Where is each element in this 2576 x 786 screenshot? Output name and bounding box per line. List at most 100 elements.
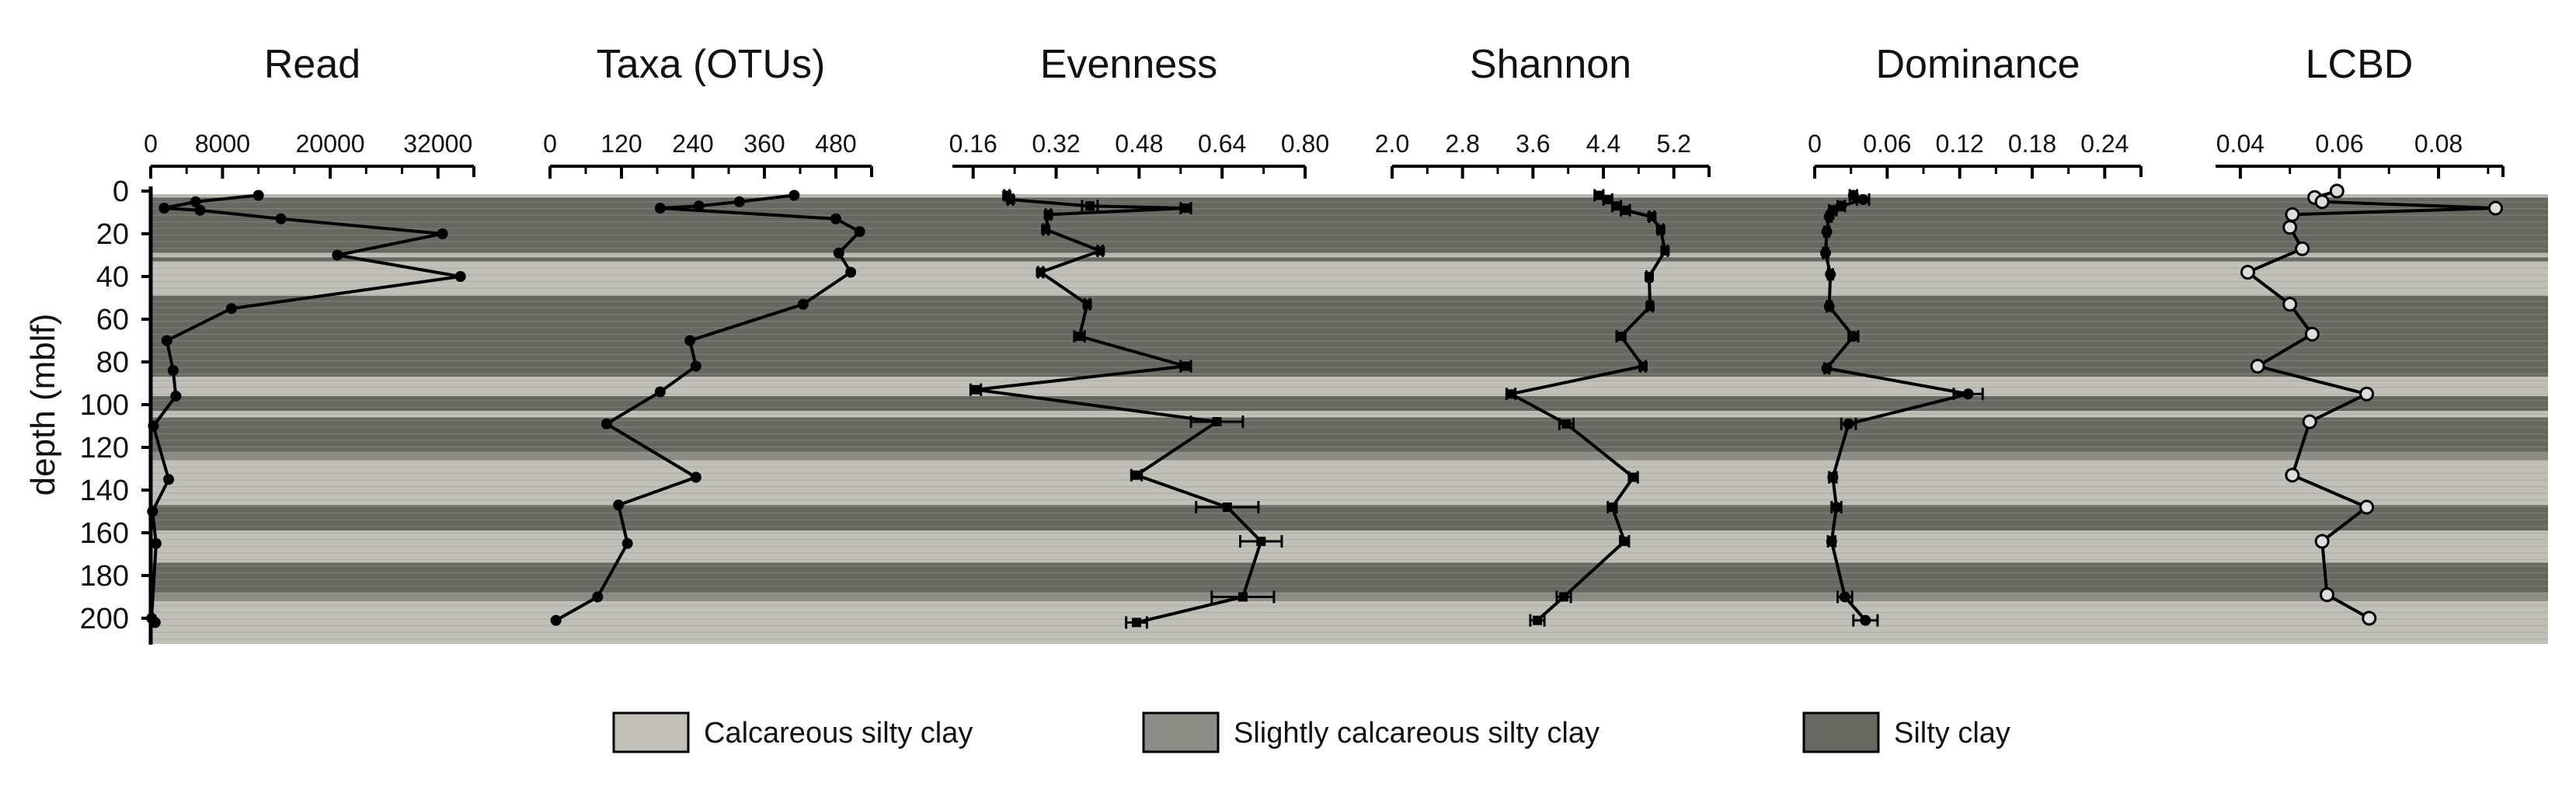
- lithology-legend: Calcareous silty clay Slightly calcareous…: [612, 711, 2010, 753]
- panel-taxa-otus: Taxa (OTUs) 0 120 240 360 480: [543, 42, 873, 626]
- data-point: [690, 471, 701, 483]
- lithology-band-4: [151, 261, 2548, 296]
- lithology-band-0: [151, 194, 2548, 198]
- data-point: [2304, 326, 2320, 342]
- panel-read: Read 0 8000 20000 32000: [144, 42, 475, 628]
- data-point: [550, 614, 562, 626]
- x-tick-label: 4.4: [1586, 130, 1620, 158]
- lithology-band-3: [151, 257, 2548, 262]
- data-point: [1660, 246, 1670, 256]
- data-point: [733, 196, 745, 207]
- data-point: [797, 298, 809, 310]
- data-point: [1561, 419, 1572, 429]
- metric-panels: Read 0 8000 20000 32000 Taxa (OTUs) 0 120 240 360…: [144, 42, 2505, 629]
- data-point: [788, 190, 800, 201]
- data-point: [2285, 468, 2300, 483]
- data-point: [2362, 610, 2377, 626]
- data-point: [167, 365, 179, 376]
- data-point: [252, 190, 264, 201]
- x-tick-label: 480: [815, 130, 856, 158]
- lithology-band-9: [151, 417, 2548, 452]
- data-point: [600, 418, 612, 430]
- lithology-band-8: [151, 411, 2548, 418]
- data-point: [2282, 297, 2298, 312]
- data-point: [1823, 211, 1835, 222]
- x-tick-label: 3.6: [1516, 130, 1550, 158]
- data-point: [654, 386, 666, 398]
- data-point: [2282, 220, 2298, 235]
- data-point: [1612, 201, 1621, 211]
- lithology-band-5: [151, 295, 2548, 377]
- data-point: [170, 391, 182, 402]
- x-tick-label: 0.48: [1115, 130, 1163, 158]
- x-tick-label: 0.18: [2008, 130, 2056, 158]
- x-tick-label: 32000: [403, 130, 472, 158]
- data-point: [1005, 195, 1015, 204]
- legend-label-silty-clay: Silty clay: [1894, 717, 2010, 749]
- data-point: [1095, 246, 1105, 256]
- data-point: [149, 617, 161, 628]
- x-tick-label: 360: [743, 130, 785, 158]
- panel-evenness: Evenness 0.16 0.32 0.48 0.64 0.80: [949, 42, 1329, 629]
- data-point: [163, 474, 175, 485]
- legend-swatch-calcareous-silty-clay: [612, 711, 690, 753]
- x-tick-label: 5.2: [1656, 130, 1690, 158]
- data-point: [1607, 503, 1617, 512]
- depth-axis: 0 20 40 60 80 100 120 140 160 180 200 depth (mblf): [24, 176, 153, 645]
- data-point: [1506, 389, 1516, 399]
- x-tick-label: 0: [543, 130, 557, 158]
- data-point: [1962, 388, 1974, 400]
- data-point: [158, 203, 170, 214]
- lithology-band-7: [151, 396, 2548, 412]
- data-point: [1857, 194, 1869, 205]
- lithology-band-10: [151, 451, 2548, 461]
- data-point: [621, 537, 633, 549]
- data-point: [190, 196, 201, 207]
- data-point: [226, 303, 237, 315]
- data-point: [1222, 503, 1232, 512]
- data-point: [1533, 615, 1542, 625]
- y-tick-label-40: 40: [96, 261, 129, 294]
- data-point: [147, 506, 158, 517]
- data-point: [2314, 534, 2330, 549]
- x-tick-label: 0.32: [1032, 130, 1080, 158]
- data-point: [2329, 183, 2345, 199]
- lithology-band-12: [151, 505, 2548, 531]
- data-point: [1821, 226, 1833, 238]
- x-tick-label: 120: [600, 130, 642, 158]
- data-point: [1647, 212, 1657, 221]
- data-point: [1082, 299, 1092, 309]
- y-tick-label-200: 200: [80, 603, 129, 635]
- data-point: [1084, 201, 1095, 211]
- data-point: [1181, 361, 1191, 371]
- data-point: [1559, 592, 1568, 602]
- data-point: [2295, 241, 2310, 256]
- x-tick-label: 20000: [296, 130, 365, 158]
- data-point: [1256, 537, 1266, 546]
- data-point: [275, 213, 287, 224]
- data-point: [1594, 190, 1604, 200]
- data-point: [613, 499, 625, 511]
- data-point: [2285, 207, 2300, 222]
- data-point: [845, 266, 857, 278]
- data-point: [1603, 195, 1613, 204]
- y-tick-label-0: 0: [113, 176, 129, 208]
- data-point: [690, 360, 701, 372]
- panel-dominance: Dominance 0 0.06 0.12 0.18 0.24: [1808, 42, 2143, 627]
- data-point: [2320, 587, 2335, 603]
- data-point: [833, 247, 844, 259]
- y-tick-label-140: 140: [80, 475, 129, 507]
- data-point: [1132, 470, 1142, 480]
- series-line-lcbd: [2246, 190, 2498, 620]
- x-tick-label: 240: [672, 130, 713, 158]
- data-point: [1616, 332, 1626, 341]
- lithology-band-13: [151, 530, 2548, 563]
- lithology-band-1: [151, 197, 2548, 253]
- series-line-evenness: [974, 194, 1263, 624]
- data-point: [2359, 386, 2375, 402]
- y-axis-label: depth (mblf): [24, 314, 62, 496]
- data-point: [1821, 363, 1833, 374]
- data-point: [161, 335, 172, 346]
- y-tick-label-20: 20: [96, 218, 129, 251]
- lithology-band-11: [151, 460, 2548, 506]
